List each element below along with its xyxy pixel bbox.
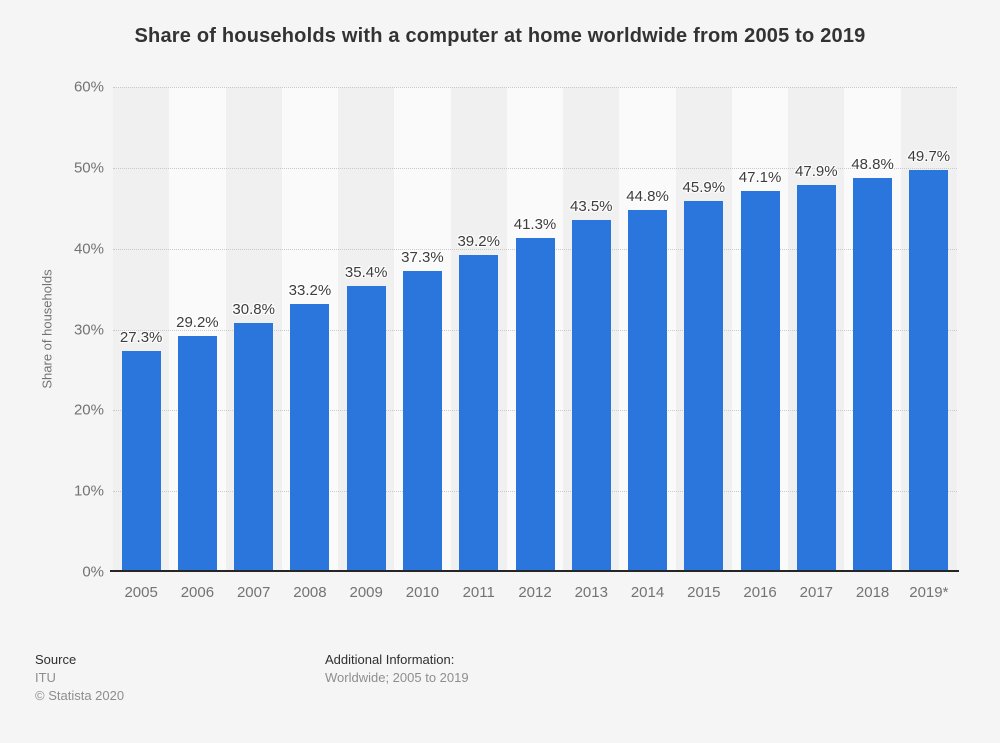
x-axis-tick-label: 2014 [630, 584, 665, 601]
x-axis-tick-label: 2011 [462, 584, 495, 601]
bar [796, 184, 836, 572]
bar [740, 191, 780, 572]
bar-value-label: 43.5% [569, 198, 613, 216]
additional-info-label: Additional Information: [325, 652, 455, 667]
bar-value-label: 48.8% [851, 155, 894, 173]
gridline [113, 87, 957, 88]
y-axis: 0% 10% 20% 30% 40% 50% 60% [0, 79, 104, 581]
source-value: ITU [35, 670, 56, 685]
y-axis-tick-label: 50% [73, 159, 104, 177]
copyright-text: © Statista 2020 [35, 688, 125, 703]
bar [684, 200, 724, 572]
x-axis-tick-label: 2013 [574, 584, 608, 601]
y-axis-tick-label: 30% [73, 321, 104, 338]
x-axis: 2005 2006 2007 2008 2009 2010 2011 2012 2013 2014… [113, 584, 957, 602]
x-axis-tick-label: 2010 [405, 584, 440, 601]
source-block: Source ITU © Statista 2020 [35, 651, 124, 705]
y-axis-tick-label: 10% [73, 482, 104, 500]
x-axis-tick-label: 2019* [909, 584, 949, 601]
x-axis-tick-label: 2015 [687, 584, 721, 601]
additional-info-value: Worldwide; 2005 to 2019 [325, 670, 469, 685]
bar [571, 220, 611, 572]
x-axis-tick-label: 2017 [799, 584, 834, 601]
bar [853, 177, 893, 572]
bar [177, 335, 217, 572]
bar [515, 238, 555, 572]
x-axis-tick-label: 2012 [518, 584, 552, 601]
y-axis-title: Share of households [39, 269, 55, 389]
bar [346, 285, 386, 572]
bar-value-label: 41.3% [513, 216, 557, 234]
bar-value-label: 47.1% [738, 169, 782, 187]
bar [234, 323, 274, 572]
bar-value-label: 39.2% [457, 233, 500, 251]
bar-value-label: 35.4% [344, 263, 388, 281]
x-axis-tick-label: 2006 [180, 584, 215, 601]
y-axis-tick-label: 40% [73, 240, 104, 258]
y-axis-tick-label: 0% [82, 563, 104, 581]
bar [121, 351, 161, 572]
bar-value-label: 33.2% [288, 281, 332, 299]
x-axis-tick-label: 2007 [236, 584, 271, 601]
x-axis-tick-label: 2005 [124, 584, 158, 601]
x-axis-tick-label: 2009 [349, 584, 383, 601]
x-axis-tick-label: 2018 [855, 584, 890, 601]
x-axis-tick-label: 2008 [293, 584, 327, 601]
bar-value-label: 49.7% [907, 148, 951, 166]
y-axis-tick-label: 60% [73, 78, 104, 96]
x-axis-tick-label: 2016 [743, 584, 777, 601]
y-axis-tick-label: 20% [73, 401, 104, 419]
additional-info-block: Additional Information: Worldwide; 2005 … [325, 651, 469, 687]
bar [290, 303, 330, 572]
chart-title: Share of households with a computer at h… [134, 25, 866, 47]
bar [909, 170, 949, 572]
plot-area: 27.3% 29.2% 30.8% 33.2% 35.4% 37.3% 39.2% 41.3%… [113, 87, 957, 572]
source-label: Source [35, 652, 77, 667]
bar-value-label: 30.8% [232, 301, 275, 319]
bar [459, 255, 499, 572]
bar-value-label: 27.3% [119, 329, 163, 347]
bar-value-label: 44.8% [626, 187, 669, 205]
x-axis-line [110, 570, 959, 572]
bar-value-label: 37.3% [401, 248, 444, 266]
bar-value-label: 45.9% [682, 178, 726, 196]
gridline [113, 167, 957, 169]
bar-value-label: 47.9% [795, 162, 838, 180]
bar [628, 209, 668, 572]
bar-value-label: 29.2% [176, 313, 219, 331]
bar [402, 270, 442, 572]
